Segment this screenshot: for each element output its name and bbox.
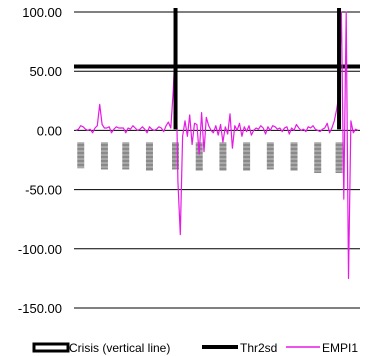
- period-band: [77, 142, 85, 169]
- legend-label-crisis: Crisis (vertical line): [69, 341, 170, 355]
- legend: Crisis (vertical line) Thr2sd EMPI1: [32, 341, 358, 355]
- period-band: [172, 142, 180, 170]
- y-axis-labels: 100.00 50.00 0.00 -50.00 -100.00 -150.00: [18, 5, 62, 316]
- period-band: [314, 142, 322, 174]
- y-tick-label: 50.00: [29, 64, 62, 79]
- legend-label-empi1: EMPI1: [322, 341, 358, 355]
- period-band: [266, 142, 274, 170]
- period-band: [243, 142, 251, 171]
- period-band: [219, 142, 227, 171]
- period-band: [145, 142, 153, 171]
- period-band: [100, 142, 108, 170]
- empi-series: [75, 11, 359, 279]
- y-tick-label: -150.00: [18, 301, 62, 316]
- legend-swatch-crisis: [32, 342, 70, 353]
- y-tick-label: -100.00: [18, 242, 62, 257]
- period-band: [195, 142, 203, 171]
- period-band: [290, 142, 298, 171]
- crisis-series: [173, 8, 342, 130]
- period-band: [335, 142, 343, 174]
- y-tick-label: -50.00: [25, 183, 62, 198]
- period-bands: [77, 142, 343, 174]
- period-band: [122, 142, 130, 170]
- y-tick-label: 0.00: [37, 123, 62, 138]
- y-tick-label: 100.00: [22, 5, 62, 20]
- legend-label-thr2sd: Thr2sd: [240, 341, 277, 355]
- empi-line: [75, 11, 359, 279]
